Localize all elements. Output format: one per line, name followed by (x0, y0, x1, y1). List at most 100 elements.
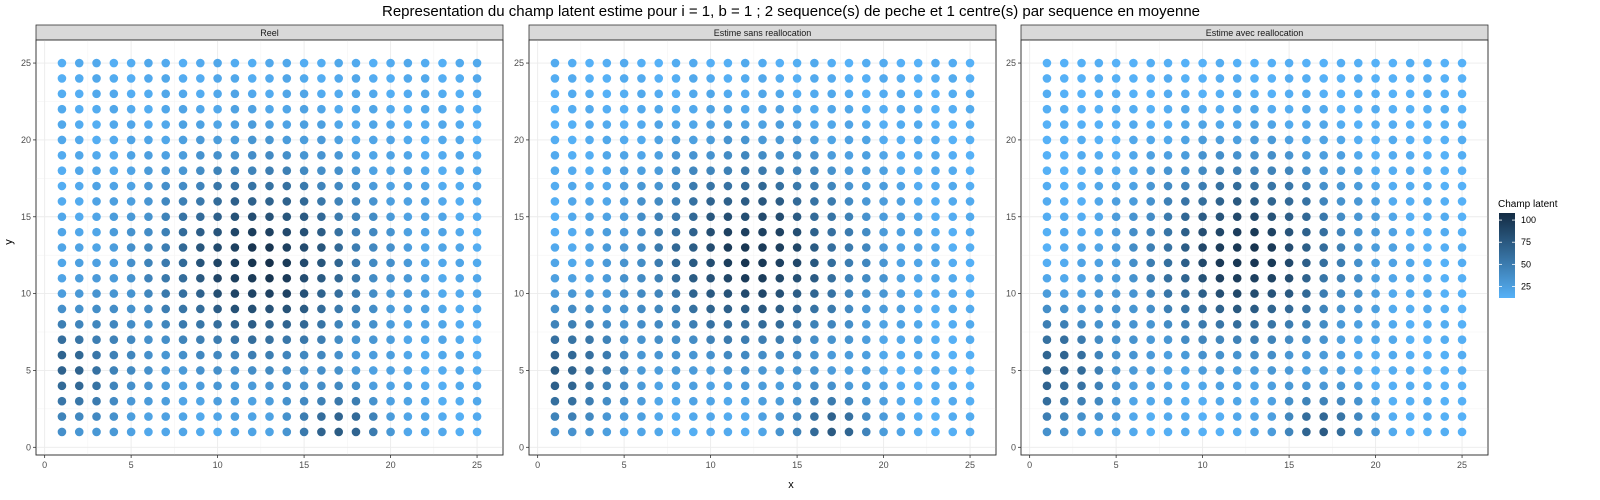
data-point (1423, 58, 1432, 68)
data-point (230, 396, 240, 406)
data-point (1319, 335, 1328, 345)
data-point (92, 227, 101, 237)
data-point (1059, 258, 1069, 268)
data-point (1302, 104, 1311, 114)
data-point (965, 243, 975, 252)
data-point (1215, 120, 1225, 129)
data-point (178, 412, 188, 421)
data-point (265, 120, 274, 129)
data-point (965, 227, 975, 237)
data-point (965, 104, 975, 114)
data-point (1250, 135, 1259, 145)
y-tick-label: 15 (21, 212, 31, 222)
data-point (1163, 350, 1173, 360)
data-point (420, 320, 430, 329)
data-point (455, 89, 465, 99)
data-point (213, 350, 222, 360)
data-point (619, 150, 629, 160)
data-point (455, 412, 465, 421)
data-point (550, 381, 560, 391)
data-point (57, 74, 67, 83)
data-point (420, 135, 430, 145)
data-point (368, 243, 378, 252)
data-point (861, 320, 871, 329)
data-point (1405, 120, 1415, 129)
data-point (896, 212, 906, 222)
data-point (1336, 350, 1346, 360)
data-point (913, 427, 923, 437)
data-point (810, 89, 819, 99)
data-point (420, 166, 430, 175)
data-point (1302, 150, 1311, 160)
data-point (965, 258, 975, 268)
data-point (861, 243, 871, 252)
data-point (109, 120, 119, 129)
data-point (438, 412, 447, 421)
data-point (896, 227, 906, 237)
data-point (1284, 412, 1294, 421)
data-point (1042, 135, 1052, 145)
data-point (126, 304, 136, 314)
data-point (92, 58, 101, 68)
data-point (965, 89, 975, 99)
data-point (740, 150, 750, 160)
data-point (455, 227, 465, 237)
data-point (1181, 427, 1190, 437)
data-point (438, 366, 447, 375)
data-point (567, 427, 577, 437)
data-point (161, 89, 171, 99)
data-point (57, 104, 67, 114)
data-point (1302, 350, 1311, 360)
data-point (1388, 304, 1398, 314)
data-point (550, 243, 560, 252)
data-point (1353, 58, 1363, 68)
data-point (913, 227, 923, 237)
data-point (550, 427, 560, 437)
legend-break-label: 75 (1521, 237, 1531, 247)
data-point (1405, 320, 1415, 329)
data-point (619, 212, 629, 222)
data-point (1284, 258, 1294, 268)
data-point (567, 243, 577, 252)
data-point (689, 120, 698, 129)
data-point (723, 304, 733, 314)
data-point (247, 89, 257, 99)
data-point (282, 335, 292, 345)
data-point (740, 166, 750, 175)
data-point (265, 381, 274, 391)
data-point (403, 58, 413, 68)
data-point (472, 227, 482, 237)
x-tick-label: 5 (1114, 460, 1119, 470)
data-point (1353, 104, 1363, 114)
data-point (368, 350, 378, 360)
data-point (1146, 412, 1156, 421)
data-point (1181, 243, 1190, 252)
data-point (455, 150, 465, 160)
data-point (706, 166, 715, 175)
data-point (368, 135, 378, 145)
data-point (671, 350, 681, 360)
data-point (1215, 258, 1225, 268)
data-point (1146, 273, 1156, 283)
data-point (1319, 150, 1328, 160)
data-point (1059, 89, 1069, 99)
data-point (637, 227, 646, 237)
data-point (758, 197, 767, 206)
data-point (775, 120, 785, 129)
data-point (896, 335, 906, 345)
data-point (1215, 289, 1225, 298)
data-point (844, 289, 854, 298)
data-point (671, 335, 681, 345)
data-point (913, 243, 923, 252)
data-point (1077, 89, 1086, 99)
data-point (178, 396, 188, 406)
data-point (144, 181, 153, 191)
data-point (438, 335, 447, 345)
data-point (810, 273, 819, 283)
data-point (689, 396, 698, 406)
data-point (1405, 227, 1415, 237)
data-point (637, 381, 646, 391)
data-point (1336, 366, 1346, 375)
data-point (827, 58, 836, 68)
data-point (567, 412, 577, 421)
